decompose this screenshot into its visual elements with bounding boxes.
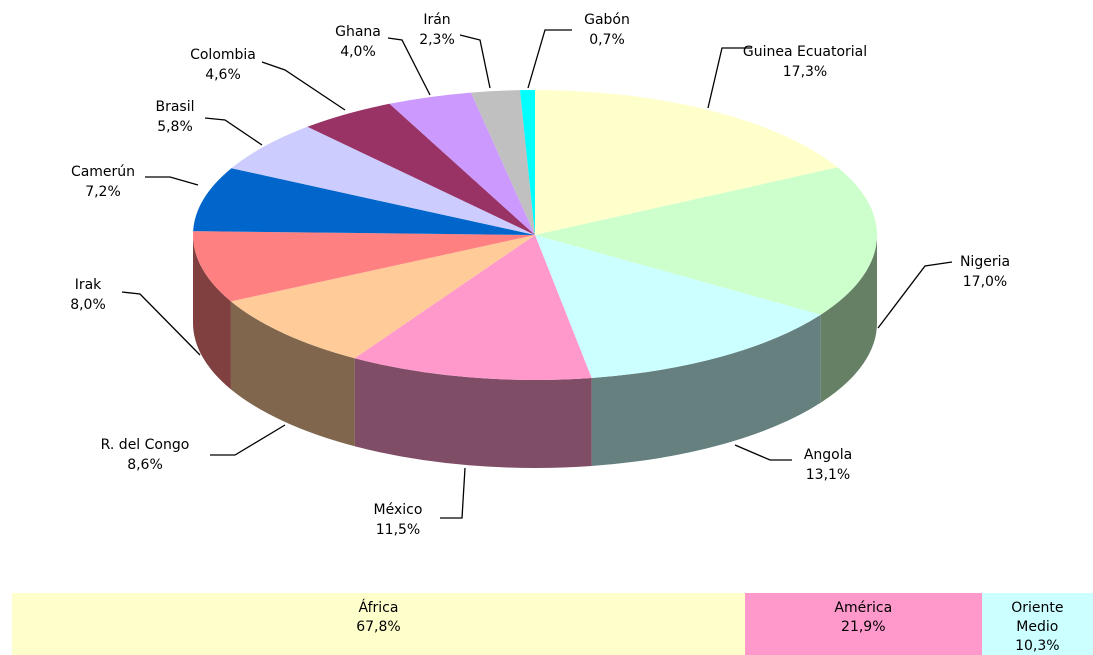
slice-side (591, 314, 821, 466)
slice (307, 103, 535, 235)
slice-label: Colombia (190, 47, 256, 63)
slice (535, 235, 821, 378)
slice-value-label: 8,6% (127, 457, 163, 473)
segment-value-label: 67,8% (356, 619, 401, 635)
leader-line (121, 291, 201, 356)
slice-label: Camerún (71, 164, 135, 180)
slice-value-label: 5,8% (157, 119, 193, 135)
slice-label: Irak (75, 277, 102, 293)
leader-line (387, 37, 431, 96)
segment-value-label: 21,9% (841, 619, 886, 635)
leader-line (459, 34, 491, 89)
slice (193, 231, 535, 302)
slice (193, 168, 535, 235)
leader-line (527, 29, 572, 89)
leader-line (707, 47, 752, 109)
slice-label: México (374, 502, 423, 518)
segment-label: América (834, 600, 893, 616)
stacked-bar: África 67,8% América 21,9% Oriente Medio 10,3… (12, 593, 1093, 655)
slice-value-label: 11,5% (376, 522, 420, 538)
leader-line (261, 61, 346, 111)
slice (535, 167, 877, 315)
slice (231, 126, 535, 235)
slice (389, 92, 535, 235)
slice-value-label: 17,0% (963, 274, 1007, 290)
leader-line (440, 467, 466, 519)
slice-label: Angola (804, 447, 852, 463)
slice (519, 90, 535, 235)
slice-value-label: 7,2% (85, 184, 121, 200)
slice-value-label: 17,3% (783, 64, 827, 80)
slice-label: Irán (423, 12, 450, 28)
slice-side (820, 235, 877, 403)
slice (470, 90, 535, 235)
slice-value-label: 4,0% (340, 44, 376, 60)
slice-side (230, 301, 355, 447)
slice-label: Ghana (335, 24, 381, 40)
pie-chart: Guinea Ecuatorial 17,3% Nigeria 17,0% Angola… (70, 12, 1010, 538)
slice-value-label: 4,6% (205, 67, 241, 83)
slice (354, 235, 592, 380)
leader-line (145, 176, 199, 186)
segment-value-label: 10,3% (1015, 638, 1060, 654)
leader-line (734, 444, 792, 461)
slice-value-label: 13,1% (806, 467, 850, 483)
slice-value-label: 0,7% (589, 32, 625, 48)
leader-line (877, 261, 953, 329)
slice-label: Guinea Ecuatorial (743, 44, 867, 60)
slice-label: Nigeria (960, 254, 1010, 270)
slice-label: R. del Congo (101, 437, 190, 453)
slice (535, 90, 838, 235)
slice-side (193, 235, 231, 390)
segment-label: Oriente Medio (1011, 600, 1064, 635)
leader-line (210, 424, 286, 456)
slice-side (354, 358, 592, 468)
bar-segment: Oriente Medio 10,3% (981, 593, 1093, 655)
bar-segment: América 21,9% (744, 593, 982, 655)
slice-label: Gabón (584, 12, 630, 28)
bar-segment: África 67,8% (12, 593, 745, 655)
slice (230, 235, 535, 359)
leader-line (204, 117, 263, 146)
slice-value-label: 2,3% (419, 32, 455, 48)
segment-label: África (358, 600, 399, 616)
slice-value-label: 8,0% (70, 297, 106, 313)
slice-label: Brasil (155, 99, 194, 115)
